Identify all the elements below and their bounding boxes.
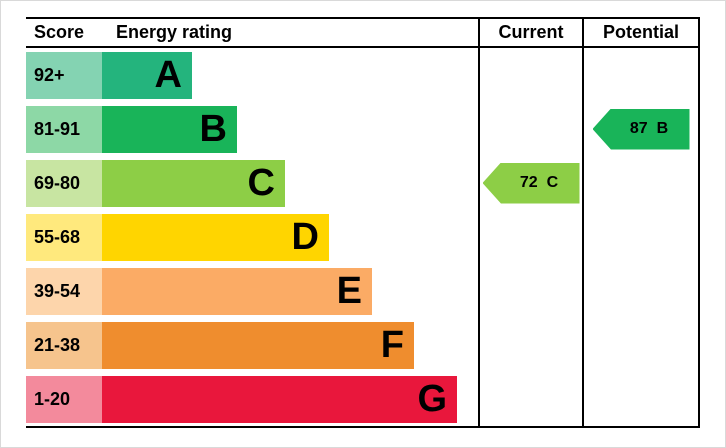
score-range-label: 39-54 — [26, 267, 102, 315]
band-letter: F — [380, 324, 404, 366]
column-header-current: Current — [478, 19, 582, 48]
score-cell-g: 1-20 — [26, 372, 102, 426]
score-cell-d: 55-68 — [26, 210, 102, 264]
current-value: 72 — [519, 174, 538, 191]
potential-value: 87 — [629, 120, 648, 137]
rating-bar-g: G — [102, 375, 457, 423]
potential-cell-b: 87 B — [582, 102, 700, 156]
band-letter: E — [336, 270, 362, 312]
band-letter: B — [199, 108, 227, 150]
potential-cell-f — [582, 318, 700, 372]
epc-grid: Score Energy rating Current Potential 92… — [26, 17, 700, 428]
rating-bar-d: D — [102, 213, 329, 261]
bar-cell-c: C — [102, 156, 478, 210]
column-header-potential: Potential — [582, 19, 700, 48]
current-cell-b — [478, 102, 582, 156]
potential-cell-c — [582, 156, 700, 210]
band-letter: C — [247, 162, 275, 204]
rating-bar-b: B — [102, 105, 237, 153]
score-cell-f: 21-38 — [26, 318, 102, 372]
band-letter: D — [291, 216, 319, 258]
column-header-energy-rating: Energy rating — [102, 19, 478, 48]
score-range-label: 81-91 — [26, 105, 102, 153]
score-cell-b: 81-91 — [26, 102, 102, 156]
bar-cell-e: E — [102, 264, 478, 318]
score-cell-c: 69-80 — [26, 156, 102, 210]
bar-cell-f: F — [102, 318, 478, 372]
current-cell-e — [478, 264, 582, 318]
bar-cell-b: B — [102, 102, 478, 156]
current-cell-g — [478, 372, 582, 426]
potential-cell-e — [582, 264, 700, 318]
score-range-label: 1-20 — [26, 375, 102, 423]
band-letter: A — [154, 54, 182, 96]
potential-rating-arrow: 87 B — [592, 108, 690, 150]
band-letter: G — [417, 378, 447, 420]
current-cell-a — [478, 48, 582, 102]
rating-bar-e: E — [102, 267, 372, 315]
bar-cell-g: G — [102, 372, 478, 426]
bar-cell-a: A — [102, 48, 478, 102]
current-cell-c: 72 C — [478, 156, 582, 210]
score-cell-e: 39-54 — [26, 264, 102, 318]
rating-bar-a: A — [102, 51, 192, 99]
current-rating-arrow: 72 C — [482, 162, 580, 204]
rating-bar-c: C — [102, 159, 285, 207]
current-letter: C — [546, 174, 559, 191]
score-range-label: 92+ — [26, 51, 102, 99]
score-range-label: 69-80 — [26, 159, 102, 207]
potential-cell-a — [582, 48, 700, 102]
rating-bar-f: F — [102, 321, 414, 369]
score-cell-a: 92+ — [26, 48, 102, 102]
current-cell-d — [478, 210, 582, 264]
current-cell-f — [478, 318, 582, 372]
score-range-label: 21-38 — [26, 321, 102, 369]
score-range-label: 55-68 — [26, 213, 102, 261]
column-header-score: Score — [26, 19, 102, 48]
potential-cell-d — [582, 210, 700, 264]
potential-letter: B — [656, 120, 669, 137]
potential-cell-g — [582, 372, 700, 426]
bar-cell-d: D — [102, 210, 478, 264]
